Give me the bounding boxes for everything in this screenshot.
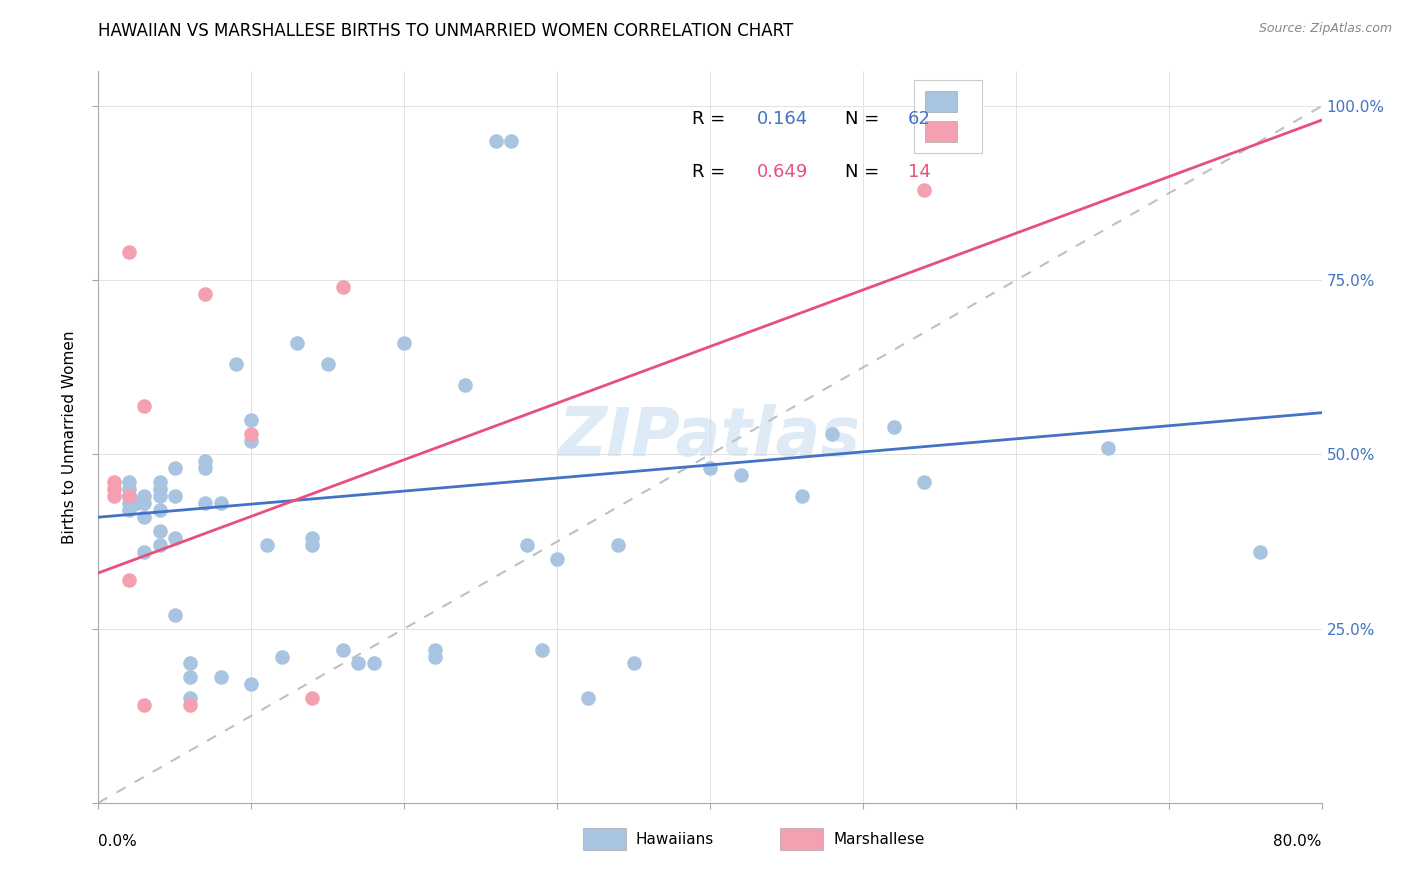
Point <box>270 649 292 664</box>
Point <box>423 642 446 657</box>
Point <box>149 489 172 503</box>
Point <box>240 412 263 426</box>
Point <box>118 503 141 517</box>
Point <box>363 657 385 671</box>
Text: 62: 62 <box>908 110 931 128</box>
Point <box>134 496 156 510</box>
Text: 80.0%: 80.0% <box>1274 834 1322 849</box>
Text: 14: 14 <box>908 163 931 181</box>
Point <box>118 489 141 503</box>
Point <box>501 134 523 148</box>
Point <box>392 336 416 351</box>
Point <box>163 531 186 545</box>
Point <box>530 642 553 657</box>
Point <box>134 399 156 413</box>
Point <box>134 489 156 503</box>
Point <box>607 538 630 552</box>
Text: Source: ZipAtlas.com: Source: ZipAtlas.com <box>1258 22 1392 36</box>
Point <box>179 698 201 713</box>
Point <box>485 134 508 148</box>
Point <box>194 454 217 468</box>
Text: HAWAIIAN VS MARSHALLESE BIRTHS TO UNMARRIED WOMEN CORRELATION CHART: HAWAIIAN VS MARSHALLESE BIRTHS TO UNMARR… <box>98 22 793 40</box>
Point <box>134 698 156 713</box>
Point <box>699 461 721 475</box>
Point <box>134 545 156 559</box>
Text: 0.164: 0.164 <box>756 110 808 128</box>
Text: Marshallese: Marshallese <box>834 832 925 847</box>
Point <box>883 419 905 434</box>
Point <box>103 489 125 503</box>
Y-axis label: Births to Unmarried Women: Births to Unmarried Women <box>62 330 77 544</box>
Point <box>209 496 232 510</box>
Point <box>240 677 263 691</box>
Legend: , : , <box>914 80 983 153</box>
Point <box>209 670 232 684</box>
Point <box>149 524 172 538</box>
Point <box>163 607 186 622</box>
Point <box>1097 441 1119 455</box>
Point <box>332 280 354 294</box>
Text: 0.649: 0.649 <box>756 163 808 181</box>
Point <box>623 657 645 671</box>
Point <box>118 245 141 260</box>
Text: 0.0%: 0.0% <box>98 834 138 849</box>
Point <box>118 475 141 490</box>
Point <box>316 357 339 371</box>
Text: ZIPatlas: ZIPatlas <box>560 404 860 470</box>
Point <box>163 489 186 503</box>
Point <box>194 287 217 301</box>
Text: N =: N = <box>845 110 884 128</box>
Point <box>576 691 599 706</box>
Point <box>163 461 186 475</box>
Point <box>118 489 141 503</box>
Text: R =: R = <box>692 110 731 128</box>
Point <box>118 489 141 503</box>
Point <box>240 434 263 448</box>
Point <box>118 496 141 510</box>
Point <box>301 538 323 552</box>
Point <box>285 336 308 351</box>
Point <box>149 483 172 497</box>
Point <box>301 531 323 545</box>
Point <box>546 552 568 566</box>
Point <box>149 538 172 552</box>
Point <box>179 657 201 671</box>
Point <box>179 691 201 706</box>
Point <box>912 183 935 197</box>
Point <box>423 649 446 664</box>
Point <box>149 475 172 490</box>
Point <box>790 489 813 503</box>
Point <box>149 503 172 517</box>
Point <box>103 475 125 490</box>
Point <box>912 475 935 490</box>
Point <box>240 426 263 441</box>
Point <box>179 670 201 684</box>
Point <box>225 357 247 371</box>
Point <box>454 377 477 392</box>
Text: R =: R = <box>692 163 731 181</box>
Text: N =: N = <box>845 163 884 181</box>
Point <box>332 642 354 657</box>
Point <box>118 483 141 497</box>
Point <box>194 461 217 475</box>
Point <box>118 573 141 587</box>
Point <box>256 538 278 552</box>
Point <box>730 468 752 483</box>
Point <box>1249 545 1271 559</box>
Point <box>194 496 217 510</box>
Point <box>347 657 370 671</box>
Point <box>301 691 323 706</box>
Point <box>134 510 156 524</box>
Point <box>821 426 844 441</box>
Point <box>125 496 148 510</box>
Point <box>516 538 538 552</box>
Point <box>103 483 125 497</box>
Text: Hawaiians: Hawaiians <box>636 832 714 847</box>
